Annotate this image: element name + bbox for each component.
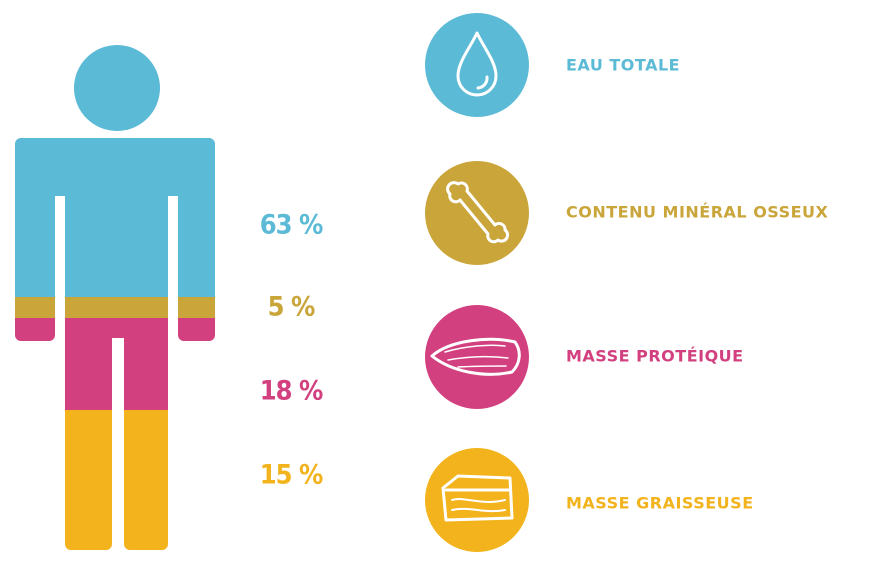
protein-band xyxy=(15,318,215,410)
water-icon xyxy=(425,13,529,117)
fat-icon xyxy=(425,448,529,552)
percent: 18 % xyxy=(260,376,323,407)
bone-band xyxy=(15,297,215,318)
percent: 63 % xyxy=(260,210,323,241)
item-label: MASSE PROTÉIQUE xyxy=(566,347,744,366)
item-label: MASSE GRAISSEUSE xyxy=(566,494,754,513)
item-label: EAU TOTALE xyxy=(566,56,680,75)
percent: 5 % xyxy=(268,292,315,323)
human-figure xyxy=(15,45,215,550)
bone-icon xyxy=(425,161,529,265)
item-label: CONTENU MINÉRAL OSSEUX xyxy=(566,203,829,222)
fat-band xyxy=(15,410,215,550)
water-band xyxy=(15,45,215,297)
muscle-icon xyxy=(425,305,529,409)
percent: 15 % xyxy=(260,460,323,491)
